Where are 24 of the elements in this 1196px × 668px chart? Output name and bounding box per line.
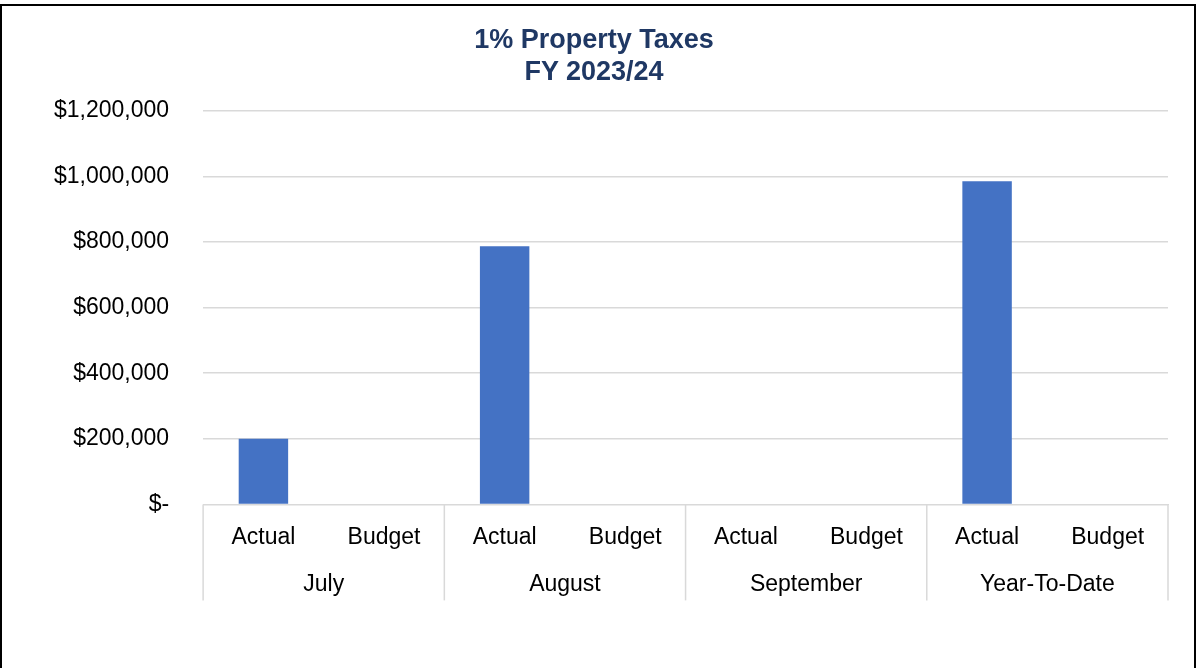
- y-tick-label: $1,000,000: [53, 161, 170, 188]
- text: Budget: [830, 522, 903, 549]
- text: Actual: [955, 522, 1020, 549]
- x-tick-label: September: [749, 569, 863, 596]
- y-tick-label: $1,200,000: [53, 96, 170, 123]
- text: Budget: [1071, 522, 1145, 549]
- x-tick-label: Year-To-Date: [980, 569, 1115, 596]
- bar: [238, 438, 289, 504]
- y-tick-label: $-: [148, 489, 170, 516]
- text: Actual: [713, 522, 778, 549]
- text: Actual: [472, 522, 537, 549]
- chart-title: 1% Property Taxes: [474, 23, 714, 54]
- text: Budget: [588, 522, 662, 549]
- y-tick-label: $400,000: [73, 358, 170, 385]
- y-tick-label: $200,000: [73, 424, 170, 451]
- bar: [962, 181, 1012, 504]
- y-tick-label: $600,000: [73, 292, 170, 319]
- bar: [479, 246, 530, 504]
- series-label: Actual: [231, 522, 296, 549]
- chart-subtitle: FY 2023/24: [524, 56, 664, 87]
- x-tick-label: July: [303, 569, 345, 596]
- text: Budget: [347, 522, 422, 549]
- x-tick-label: August: [529, 569, 602, 596]
- y-tick-label: $800,000: [73, 227, 170, 254]
